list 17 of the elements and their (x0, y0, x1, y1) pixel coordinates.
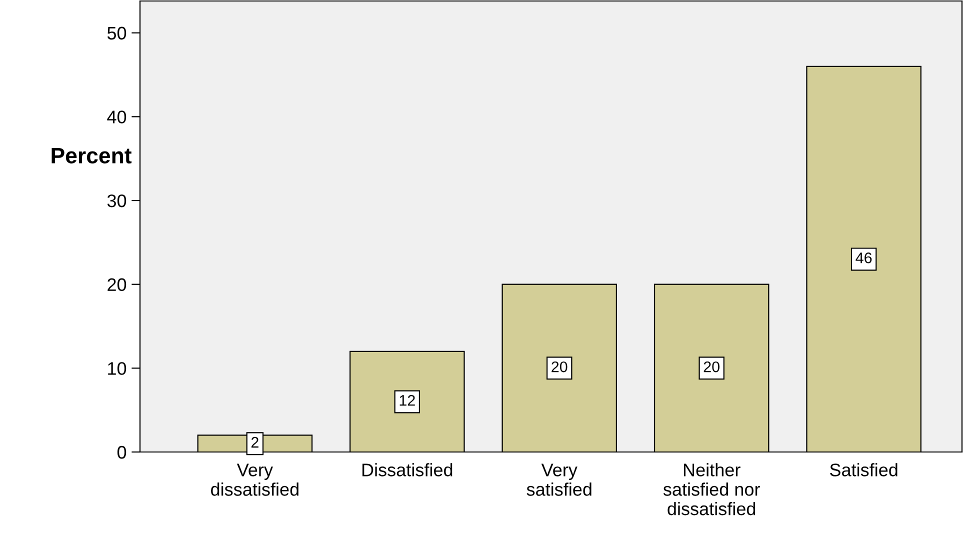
data-label: 12 (400, 394, 415, 406)
y-axis-title: Percent (52, 148, 132, 164)
x-tick-label: Neither satisfied nor dissatisfied (663, 463, 760, 516)
y-tick-label: 50 (107, 26, 126, 40)
x-tick-label: Dissatisfied (362, 463, 452, 476)
y-tick-label: 10 (108, 362, 126, 375)
data-label: 20 (704, 361, 720, 372)
data-label: 20 (552, 361, 568, 372)
y-tick-label: 40 (107, 110, 126, 124)
data-label: 46 (856, 252, 872, 264)
y-tick-label: 30 (107, 194, 126, 208)
x-tick-label: Very satisfied (526, 464, 592, 496)
x-tick-label: Very dissatisfied (211, 464, 298, 496)
data-label: 2 (251, 436, 258, 448)
y-tick-label: 0 (117, 446, 126, 459)
y-tick-label: 20 (108, 278, 126, 292)
x-tick-label: Satisfied (830, 463, 898, 476)
